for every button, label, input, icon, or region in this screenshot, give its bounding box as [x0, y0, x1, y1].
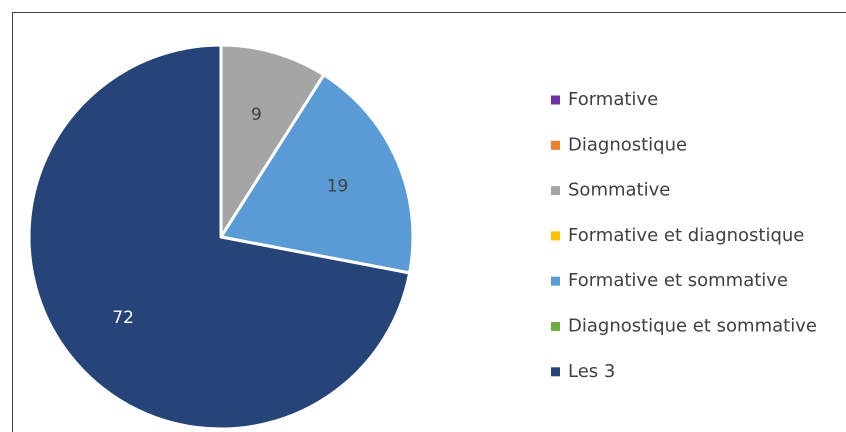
- legend-label: Les 3: [568, 361, 615, 382]
- legend-swatch: [551, 95, 560, 105]
- legend-label: Diagnostique: [568, 134, 687, 155]
- pie-slice: [219, 43, 326, 239]
- legend-label: Formative et sommative: [568, 270, 788, 291]
- legend-swatch: [551, 367, 560, 377]
- legend-label: Diagnostique et sommative: [568, 316, 817, 337]
- legend-label: Formative: [568, 89, 658, 110]
- data-label: 72: [112, 308, 134, 328]
- legend-label: Sommative: [568, 180, 670, 201]
- legend-swatch: [551, 322, 560, 331]
- legend-swatch: [551, 231, 560, 241]
- pie-slice: [219, 73, 415, 275]
- legend-swatch: [551, 186, 560, 196]
- data-label: 9: [251, 105, 262, 125]
- pie-slice: [27, 43, 412, 431]
- legend-label: Formative et diagnostique: [568, 225, 804, 246]
- legend-swatch: [551, 140, 560, 150]
- legend-swatch: [551, 276, 560, 286]
- data-label: 19: [327, 177, 349, 197]
